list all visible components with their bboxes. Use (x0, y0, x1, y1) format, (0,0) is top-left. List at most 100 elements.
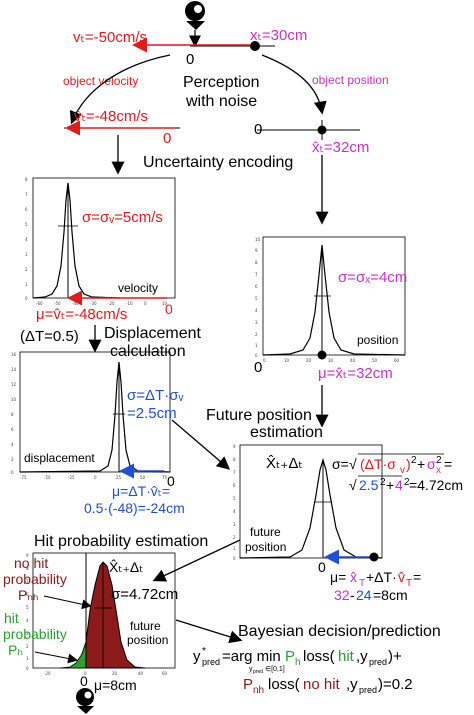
hit-caption-2: position (127, 633, 168, 647)
future-caption-2: position (245, 540, 286, 554)
arrow-hit-bayes (175, 619, 243, 644)
vel-xtick-1: -50 (54, 301, 61, 306)
disp-ytick-6: 4 (11, 442, 14, 447)
pos-ytick-5: 5 (255, 296, 258, 301)
disp-ytick-3: 10 (11, 397, 17, 402)
perception-label-1: Perception (183, 74, 260, 91)
pos-ytick-4: 6 (255, 284, 258, 289)
vel-xtick-5: -10 (126, 301, 133, 306)
vel-ytick-7: 1 (25, 282, 28, 287)
hit-xticks: -20 0 20 40 60 (44, 671, 168, 676)
fut-ytick-5: 4 (233, 509, 236, 514)
svg-text:y: y (249, 666, 253, 673)
hit-ytick-5: 4 (26, 618, 29, 623)
observed-position-zero: 0 (254, 121, 262, 138)
position-caption: position (357, 333, 398, 347)
disp-xtick-6: 75 (162, 475, 168, 480)
svg-text:=arg min: =arg min (222, 648, 281, 665)
true-velocity-label: vₜ=-50cm/s (73, 29, 147, 46)
svg-text:pred: pred (369, 657, 387, 667)
disp-xtick-1: -50 (44, 475, 51, 480)
svg-text:(ΔT·σ: (ΔT·σ (360, 456, 396, 472)
displacement-xticks: -75 -50 -25 0 25 50 75 (20, 475, 168, 480)
svg-text:√: √ (349, 477, 357, 493)
pos-ytick-1: 9 (255, 248, 258, 253)
vel-ytick-1: 7 (25, 192, 28, 197)
svg-text:+: + (386, 477, 394, 493)
svg-text:2.5: 2.5 (359, 477, 379, 493)
position-mu: μ=x̂ₜ=32cm (318, 365, 393, 382)
hit-ytick-4: 5 (26, 605, 29, 610)
hit-ytick-9: 0 (26, 666, 29, 671)
disp-ytick-1: 14 (11, 367, 17, 372)
disp-ytick-0: 16 (11, 352, 17, 357)
fut-ytick-0: 9 (233, 444, 236, 449)
uncertainty-encoding-label: Uncertainty encoding (143, 154, 293, 171)
svg-text:)=0.2: )=0.2 (378, 676, 413, 693)
svg-text:v: v (400, 465, 405, 476)
hit-xtick-1: 0 (84, 671, 87, 676)
svg-text:σ: σ (427, 456, 436, 472)
pos-ytick-8: 2 (255, 332, 258, 337)
hit-xtick-3: 40 (138, 671, 144, 676)
bayes-title: Bayesian decision/prediction (238, 623, 441, 640)
svg-text:*: * (202, 646, 206, 657)
hit-probability-plot (32, 552, 176, 669)
pos-ytick-10: 0 (255, 353, 258, 358)
disp-ytick-2: 12 (11, 382, 17, 387)
svg-text:-: - (350, 587, 355, 603)
svg-text:T: T (359, 578, 365, 589)
fut-ytick-3: 6 (233, 483, 236, 488)
velocity-mu: μ=v̂ₜ=-48cm/s (36, 306, 127, 323)
perception-label-2: with noise (185, 93, 257, 110)
svg-text:2: 2 (380, 477, 386, 488)
velocity-sigma: σ=σᵥ=5cm/s (82, 209, 163, 226)
position-plot (262, 236, 406, 360)
no-hit-label-2: probability (3, 571, 67, 587)
pos-xtick-3: 30 (328, 358, 334, 363)
vel-ytick-3: 5 (25, 222, 28, 227)
position-xticks: 0 10 20 30 40 50 60 (263, 358, 400, 363)
future-mu-formula: μ= x̂ T +ΔT· v̂ T = 32 - 24 =8cm (330, 569, 421, 603)
svg-text:2: 2 (436, 455, 442, 466)
bayes-formula: y * pred =arg min y pred ∈[0,1] P h loss… (193, 646, 413, 696)
true-position-label: xₜ=30cm (250, 27, 307, 44)
hit-xhat-label: X̂ₜ₊Δₜ (109, 559, 143, 575)
fut-ytick-6: 3 (233, 522, 236, 527)
svg-text:4: 4 (395, 477, 403, 493)
pos-xtick-1: 10 (284, 358, 290, 363)
observer-icon-bottom (76, 688, 94, 714)
hit-xtick-0: -20 (44, 671, 51, 676)
vel-ytick-6: 2 (25, 267, 28, 272)
svg-text:+: + (417, 456, 425, 472)
svg-text:=4.72cm: =4.72cm (409, 477, 463, 493)
velocity-caption: velocity (118, 281, 158, 295)
svg-text:nh: nh (253, 685, 264, 696)
hit-label-1: hit (4, 610, 19, 626)
displacement-caption: displacement (24, 451, 95, 465)
hit-zero: 0 (80, 673, 88, 689)
hit-ytick-6: 3 (26, 631, 29, 636)
hit-label-3: Pₕ (8, 642, 23, 658)
svg-text:32: 32 (334, 587, 350, 603)
displacement-sigma-a: σ=ΔT·σᵥ (127, 387, 183, 404)
hit-caption-1: future (130, 619, 161, 633)
pos-ytick-9: 1 (255, 343, 258, 348)
arrow-perception-velocity (69, 54, 171, 125)
disp-xtick-2: -25 (68, 475, 75, 480)
vel-ytick-0: 8 (25, 177, 28, 182)
disp-ytick-8: 0 (11, 470, 14, 475)
svg-text:=8cm: =8cm (373, 587, 408, 603)
no-hit-label-1: no hit (14, 555, 48, 571)
fut-ytick-4: 5 (233, 496, 236, 501)
disp-xtick-0: -75 (20, 475, 27, 480)
vel-xtick-3: -30 (90, 301, 97, 306)
observed-velocity-label: v̂ₜ=-48cm/s (74, 108, 148, 125)
vel-ytick-8: 0 (25, 296, 28, 301)
pos-ytick-7: 3 (255, 320, 258, 325)
svg-text:=: = (413, 569, 421, 585)
displacement-plot (19, 351, 171, 479)
arrow-displacement-future (171, 419, 230, 470)
svg-text:2: 2 (404, 477, 410, 488)
position-yticks: 10 9 8 7 6 5 4 3 2 1 0 (255, 237, 261, 358)
